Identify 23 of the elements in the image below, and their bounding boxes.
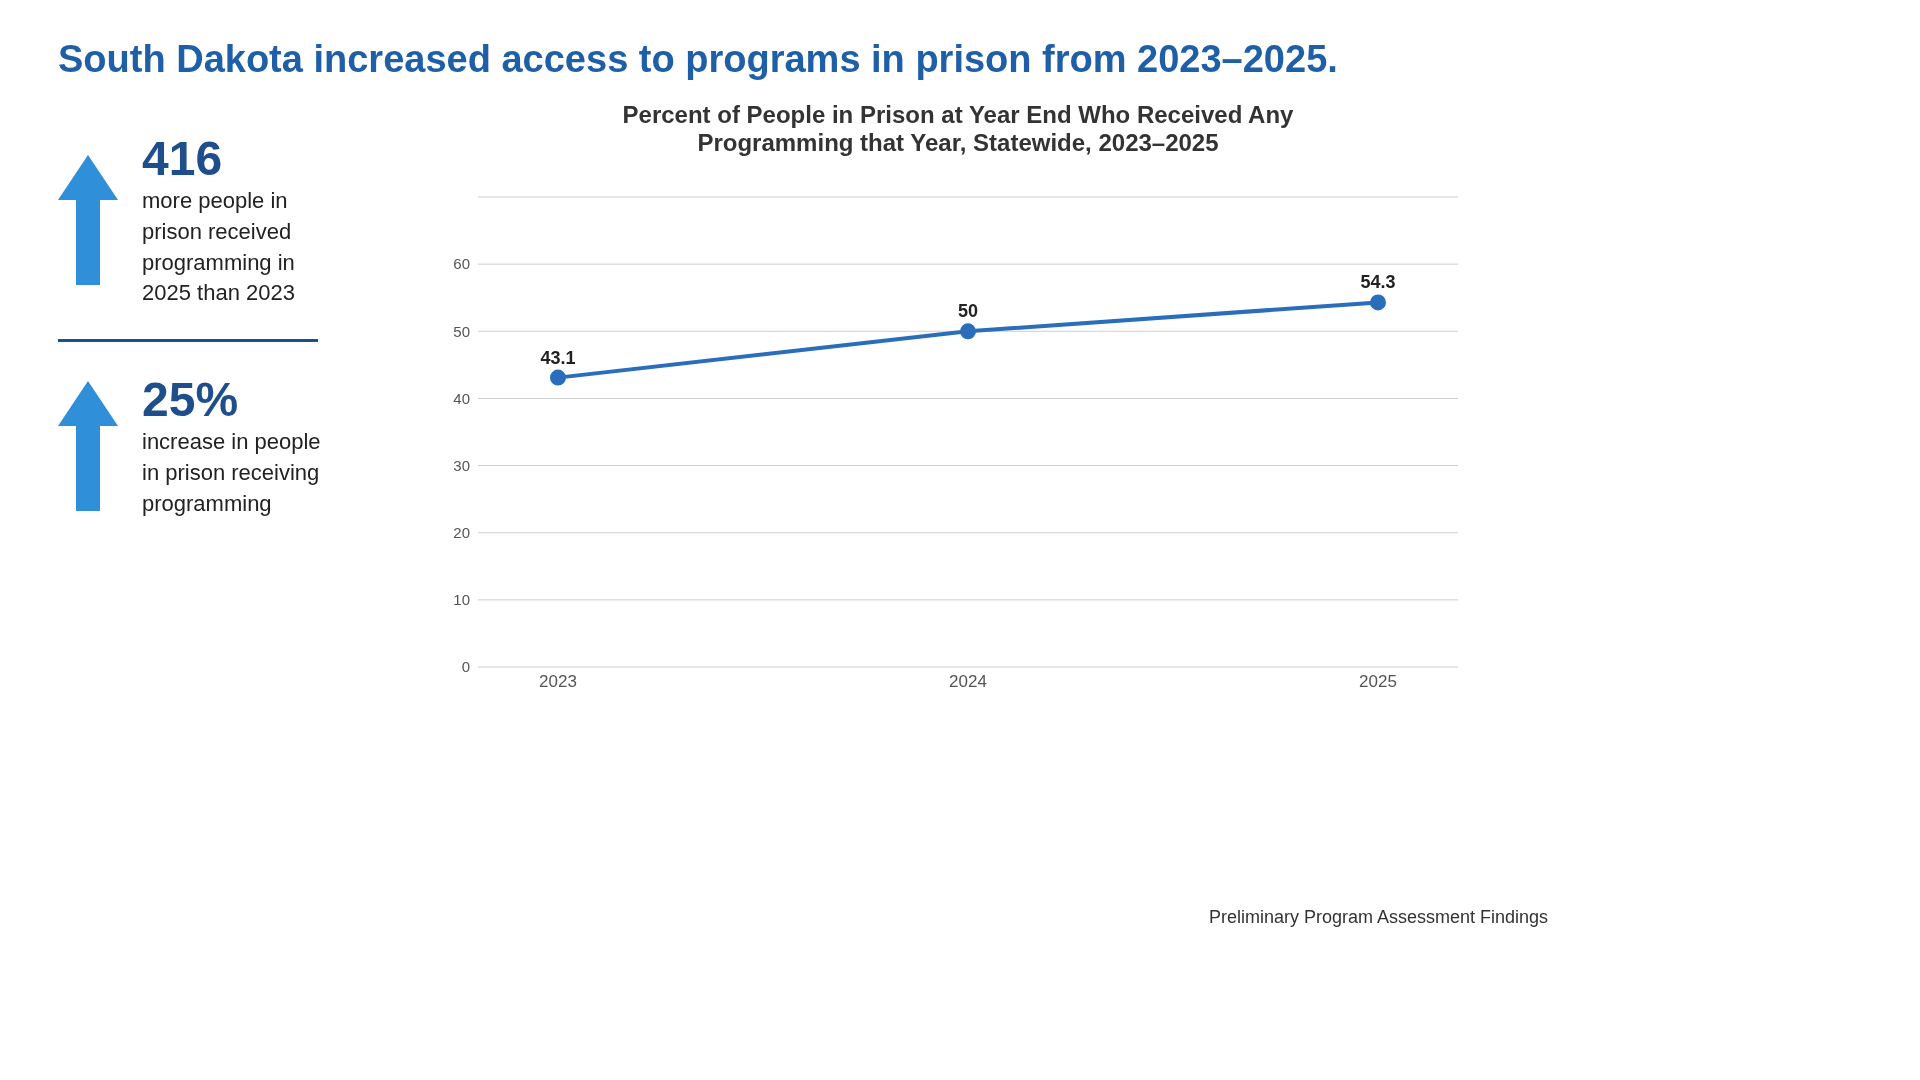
data-label: 43.1: [540, 347, 576, 368]
point: [1370, 294, 1386, 311]
chart-subtitle: Percent of People in Prison at Year End Who Received Any Programming that Year, Statewide, 2023–2025: [621, 101, 1295, 157]
y-tick-label: 60: [453, 255, 470, 273]
text: increase in people in prison receiving programming: [142, 428, 322, 518]
y-tick-label: 30: [453, 456, 470, 474]
data-label: 50: [957, 301, 979, 322]
text: Preliminary Program Assessment Findings: [1208, 907, 1548, 928]
x-tick-label: 2023: [539, 672, 577, 692]
text: 25%: [142, 372, 240, 428]
y-tick-label: 20: [453, 524, 470, 542]
y-tick-label: 10: [453, 591, 470, 609]
text: 416: [142, 131, 224, 186]
data-label: 54.3: [1360, 272, 1396, 293]
point: [550, 369, 566, 386]
text: more people in prison received programming in 2025 than 2023: [142, 187, 296, 308]
x-tick-label: 2024: [949, 672, 987, 692]
point: [960, 323, 976, 340]
chart-title: South Dakota increased access to programs in prison from 2023–2025.: [58, 38, 1339, 81]
y-tick-label: 0: [461, 658, 470, 676]
y-tick-label: 50: [453, 322, 470, 340]
y-tick-label: 40: [453, 389, 470, 407]
x-tick-label: 2025: [1359, 672, 1397, 692]
